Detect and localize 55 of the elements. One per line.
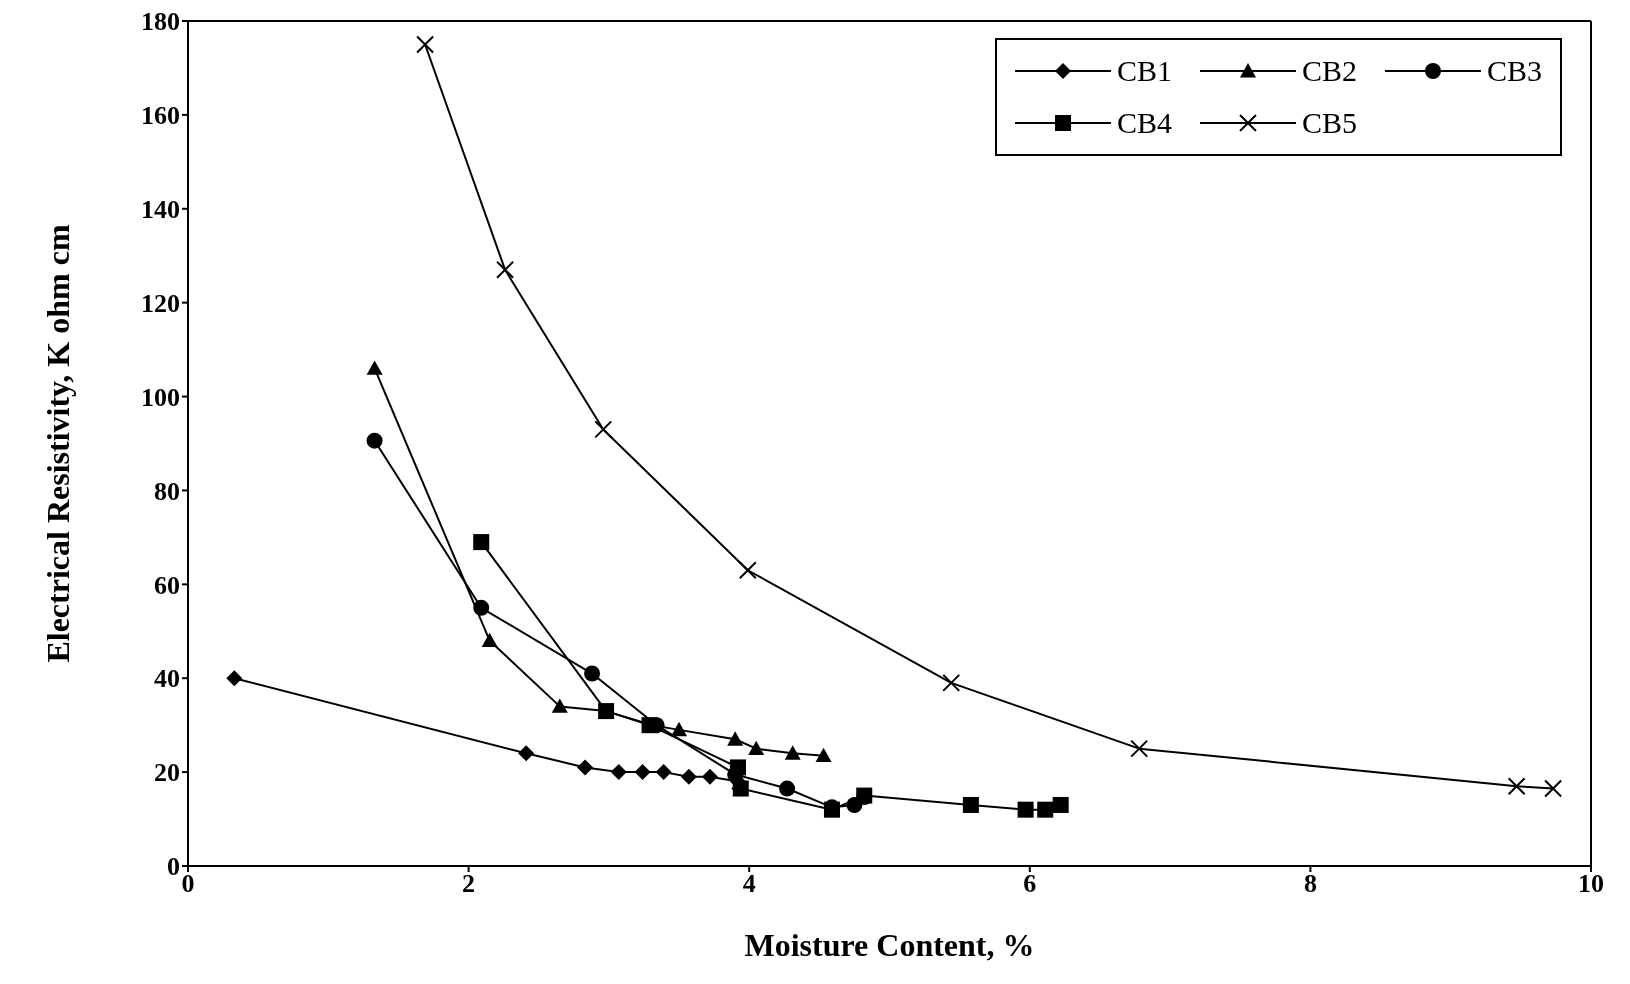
point [496, 260, 515, 279]
point [729, 759, 746, 776]
y-tick-label: 180 [141, 7, 180, 37]
y-tick-label: 60 [154, 570, 180, 600]
point [1130, 739, 1149, 758]
point [1037, 801, 1054, 818]
x-tick-label: 10 [1578, 869, 1604, 899]
point [366, 432, 383, 449]
point [366, 360, 383, 375]
y-tick-label: 140 [141, 195, 180, 225]
point [779, 780, 796, 797]
x-axis-title: Moisture Content, % [744, 927, 1035, 963]
legend-label: CB3 [1486, 54, 1542, 88]
point [473, 534, 490, 551]
y-tick-label: 80 [154, 476, 180, 506]
point [748, 740, 765, 756]
legend-label: CB2 [1301, 54, 1357, 88]
point [481, 632, 498, 648]
point [610, 764, 627, 781]
point [551, 698, 568, 713]
point [416, 35, 435, 54]
legend-label: CB5 [1301, 106, 1357, 140]
y-tick-label: 120 [141, 288, 180, 318]
point [634, 764, 651, 781]
point [1017, 801, 1034, 818]
point [738, 561, 757, 580]
point [584, 665, 601, 682]
x-tick-label: 8 [1303, 869, 1317, 899]
point [962, 796, 979, 813]
y-tick-label: 100 [141, 382, 180, 412]
point [1052, 796, 1069, 813]
point [680, 768, 697, 785]
point [942, 673, 961, 692]
point [473, 599, 490, 616]
y-axis-title: Electrical Resistivity, K ohm cm [40, 224, 77, 663]
point [727, 731, 744, 746]
point [655, 764, 672, 781]
point [701, 768, 718, 785]
legend-label: CB1 [1116, 54, 1172, 88]
point [518, 745, 535, 762]
x-tick-label: 2 [462, 869, 476, 899]
point [577, 759, 594, 776]
x-tick-label: 4 [742, 869, 756, 899]
point [784, 745, 801, 760]
point [671, 721, 688, 737]
x-tick-label: 6 [1023, 869, 1037, 899]
point [1544, 779, 1563, 798]
point [1507, 777, 1526, 796]
y-tick-label: 160 [141, 101, 180, 131]
y-tick-label: 20 [154, 758, 180, 788]
legend-label: CB4 [1116, 106, 1172, 140]
point [815, 747, 832, 763]
point [226, 670, 243, 687]
y-tick-label: 40 [154, 664, 180, 694]
point [594, 420, 613, 439]
